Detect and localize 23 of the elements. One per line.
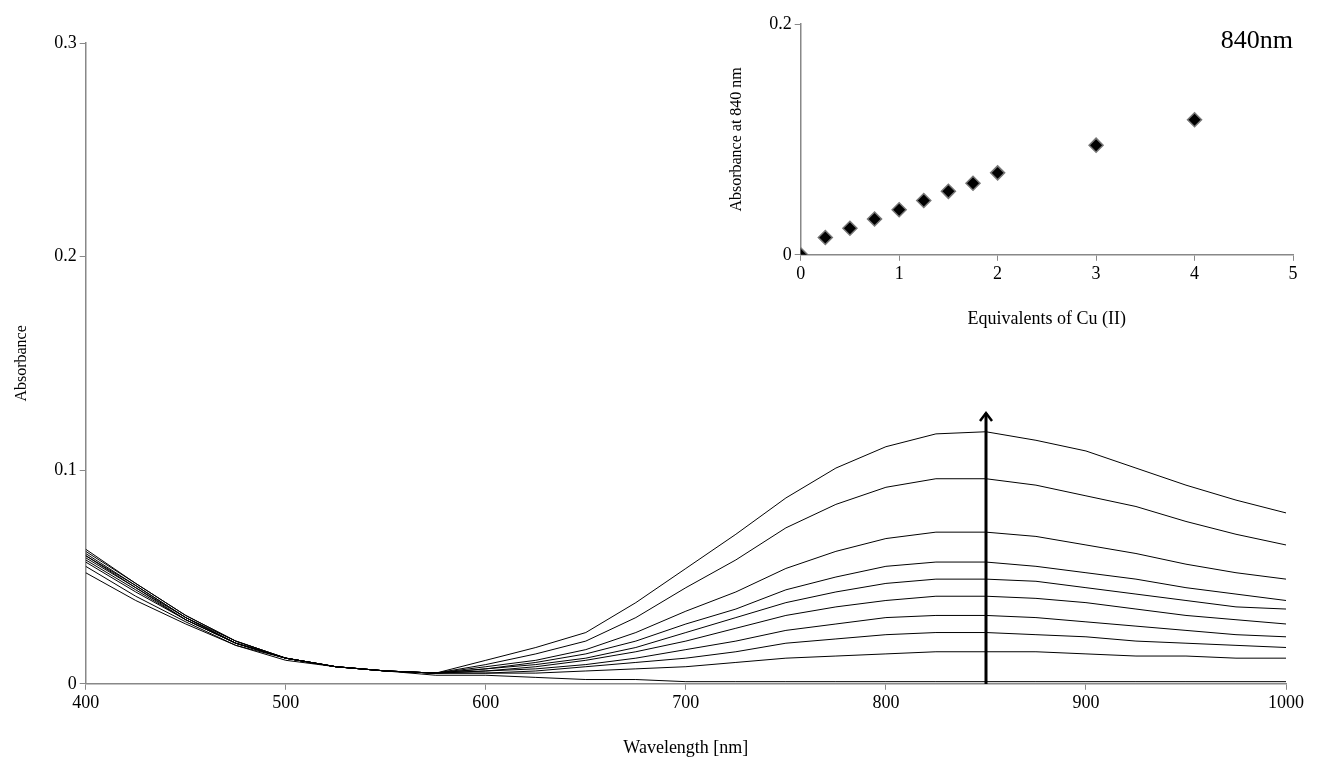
y-tick-label: 0.2 (54, 245, 77, 266)
x-tick-label: 4 (1190, 263, 1200, 284)
x-tick-label: 500 (272, 692, 300, 713)
x-axis-title: Equivalents of Cu (II) (967, 307, 1127, 329)
x-tick-label: 1000 (1268, 692, 1304, 713)
chart-title: 840nm (1220, 24, 1293, 54)
x-axis-title: Wavelength [nm] (623, 736, 749, 757)
x-tick-label: 1 (894, 263, 904, 284)
y-axis-title: Absorbance at 840 nm (726, 66, 744, 212)
x-tick-label: 700 (672, 692, 700, 713)
x-tick-label: 600 (472, 692, 500, 713)
y-tick-label: 0.1 (54, 458, 77, 479)
y-tick-label: 0 (67, 672, 77, 693)
y-axis-title: Absorbance (11, 325, 29, 402)
x-tick-label: 5 (1288, 263, 1298, 284)
x-tick-label: 900 (1072, 692, 1100, 713)
x-tick-label: 3 (1091, 263, 1101, 284)
x-tick-label: 2 (993, 263, 1003, 284)
y-tick-label: 0.2 (769, 12, 792, 33)
x-tick-label: 0 (796, 263, 806, 284)
y-tick-label: 0.3 (54, 31, 77, 52)
x-tick-label: 800 (872, 692, 900, 713)
x-tick-label: 400 (72, 692, 100, 713)
